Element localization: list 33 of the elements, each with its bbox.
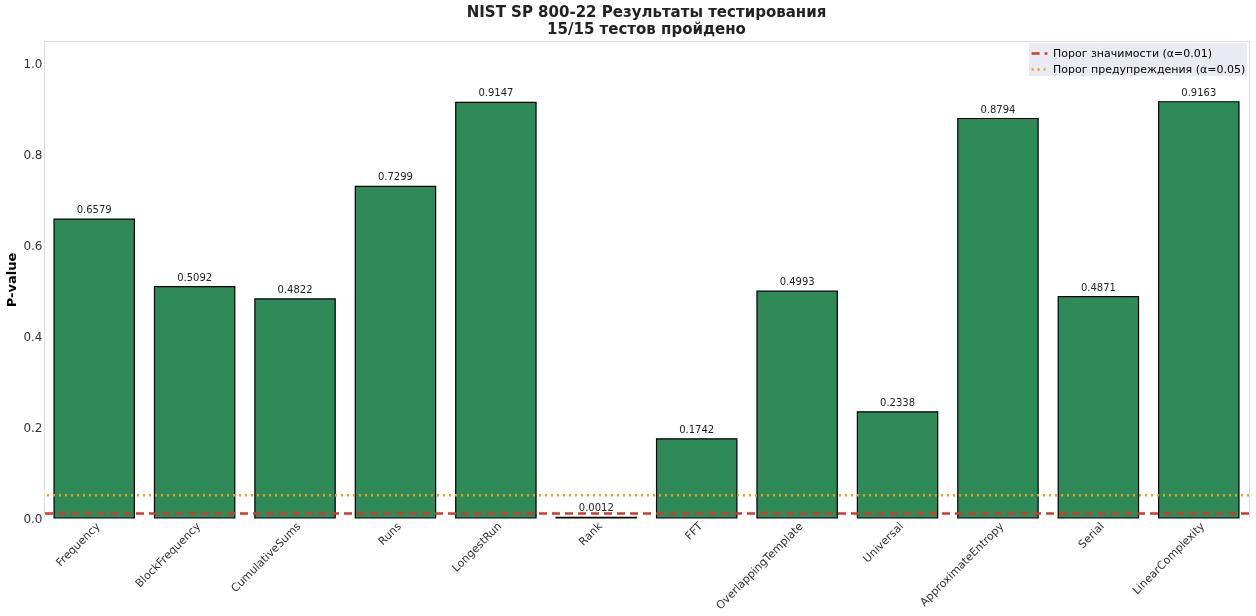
bar	[1158, 101, 1240, 519]
bar	[957, 117, 1039, 519]
bar	[153, 286, 236, 519]
bar	[254, 298, 336, 519]
bar	[756, 290, 838, 519]
y-tick-label: 0.0	[23, 511, 43, 526]
chart-title: NIST SP 800-22 Результаты тестирования 15/15 тестов пройдено	[466, 3, 827, 38]
bar	[354, 185, 437, 519]
data-label: 0.9147	[478, 87, 514, 99]
data-label: 0.4822	[277, 283, 313, 295]
data-label: 0.7299	[377, 171, 413, 183]
bar	[1057, 296, 1140, 519]
y-tick-label: 0.4	[23, 329, 43, 344]
legend-label: Порог предупреждения (α=0.05)	[1053, 62, 1246, 76]
legend-label: Порог значимости (α=0.01)	[1053, 46, 1213, 60]
bar	[53, 218, 135, 519]
data-label: 0.6579	[76, 204, 112, 216]
bar	[455, 101, 537, 519]
y-tick-label: 1.0	[23, 57, 43, 72]
data-label: 0.4871	[1080, 281, 1116, 293]
bar	[856, 411, 939, 519]
y-tick-label: 0.6	[23, 238, 43, 253]
bar	[655, 438, 738, 519]
data-label: 0.5092	[177, 271, 213, 283]
data-label: 0.1742	[679, 423, 715, 435]
data-label: 0.8794	[980, 103, 1016, 115]
data-label: 0.4993	[779, 276, 815, 288]
y-axis-title: P-value	[4, 252, 20, 308]
data-label: 0.2338	[880, 396, 916, 408]
y-tick-label: 0.8	[23, 148, 43, 163]
data-label: 0.9163	[1181, 86, 1217, 98]
y-tick-label: 0.2	[23, 420, 43, 435]
data-label: 0.0012	[578, 502, 614, 514]
